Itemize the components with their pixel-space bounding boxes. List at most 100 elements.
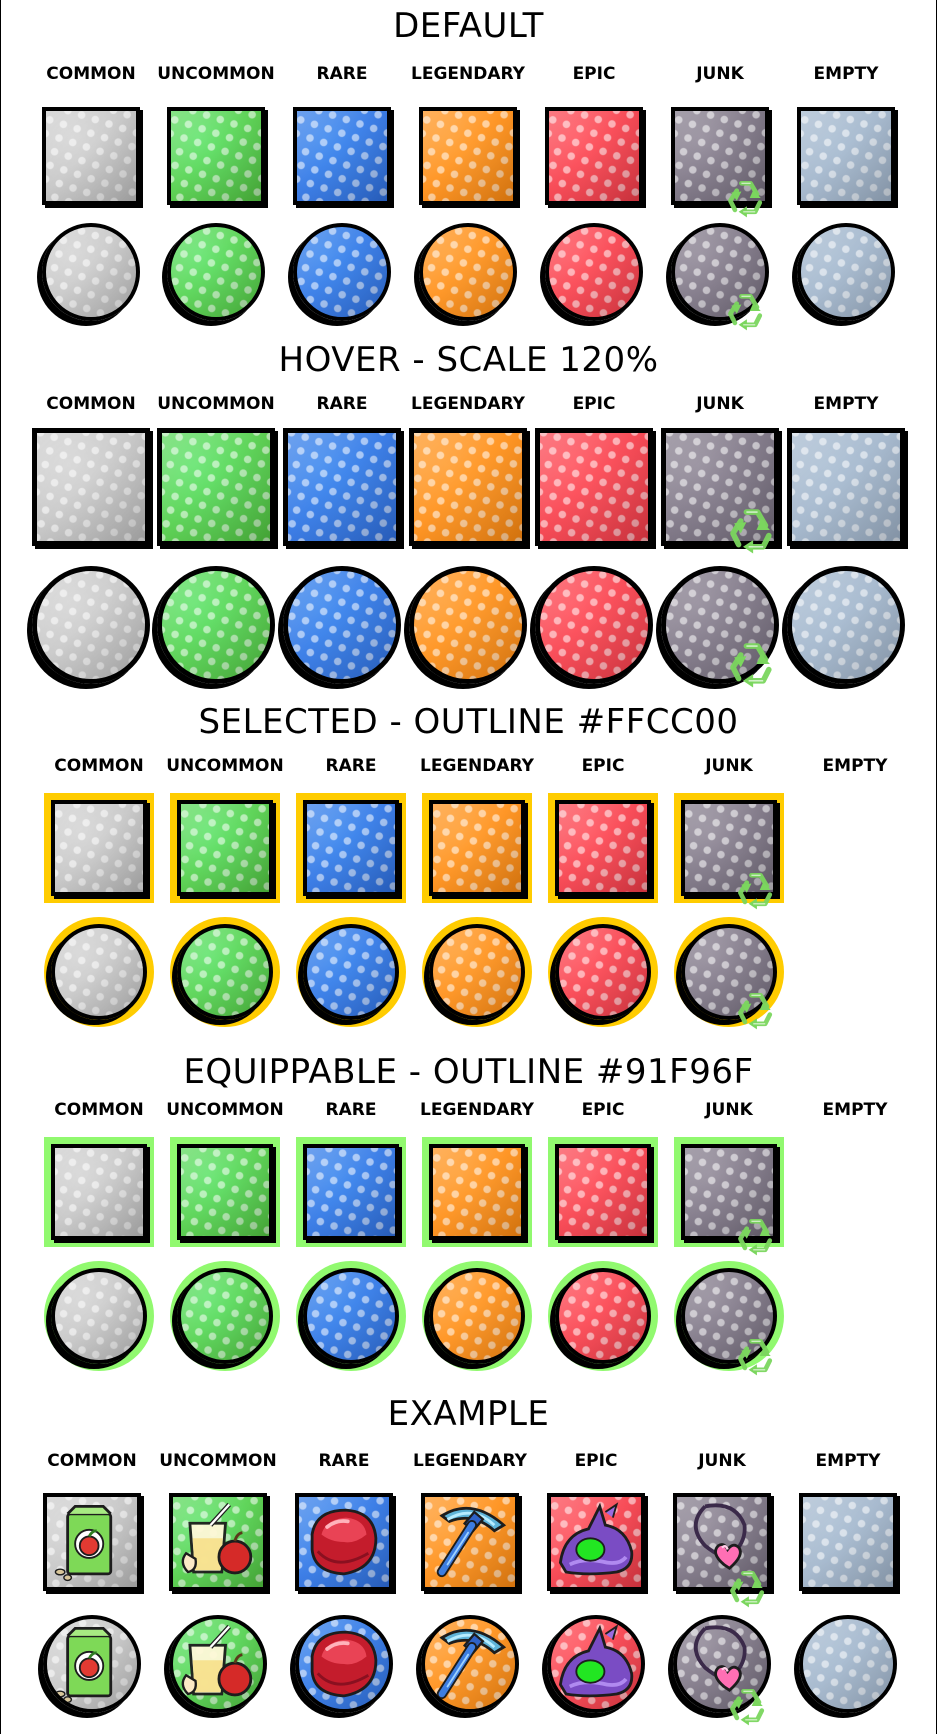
epic-square-slot[interactable]: [535, 428, 653, 546]
legendary-round-slot[interactable]: [429, 1268, 525, 1364]
section-title-equippable: EQUIPPABLE - OUTLINE #91F96F: [183, 1052, 754, 1092]
tile-shading: [55, 804, 143, 892]
tile-shading: [559, 804, 647, 892]
legendary-square-slot[interactable]: [409, 428, 527, 546]
apple-juice-icon: [181, 1624, 253, 1697]
legendary-round-slot[interactable]: [409, 566, 527, 684]
tile-shading: [423, 227, 513, 317]
label-uncommon: UNCOMMON: [166, 756, 284, 776]
epic-round-slot[interactable]: [545, 223, 643, 321]
empty-square-slot[interactable]: [799, 1493, 897, 1591]
uncommon-round-slot[interactable]: [167, 223, 265, 321]
rare-square-slot[interactable]: [295, 1493, 393, 1591]
tile-shading: [55, 928, 143, 1016]
uncommon-square-slot[interactable]: [157, 428, 275, 546]
label-junk: JUNK: [705, 756, 753, 776]
recycle-icon: [730, 1688, 765, 1726]
common-round-slot[interactable]: [42, 223, 140, 321]
uncommon-square-slot[interactable]: [167, 107, 265, 205]
tile-shading: [559, 1272, 647, 1360]
uncommon-round-slot[interactable]: [177, 1268, 273, 1364]
empty-square-slot[interactable]: [787, 428, 905, 546]
legendary-round-slot[interactable]: [421, 1615, 519, 1713]
junk-round-slot[interactable]: [671, 223, 769, 321]
empty-round-slot[interactable]: [799, 1615, 897, 1713]
epic-round-slot[interactable]: [535, 566, 653, 684]
common-square-slot[interactable]: [51, 1144, 147, 1240]
tile-shading: [171, 111, 261, 201]
label-rare: RARE: [316, 64, 368, 84]
label-legendary: LEGENDARY: [411, 394, 525, 414]
label-legendary: LEGENDARY: [420, 1100, 534, 1120]
rare-square-slot[interactable]: [283, 428, 401, 546]
junk-round-slot[interactable]: [661, 566, 779, 684]
rare-square-slot[interactable]: [293, 107, 391, 205]
uncommon-round-slot[interactable]: [177, 924, 273, 1020]
section-title-selected: SELECTED - OUTLINE #FFCC00: [198, 702, 739, 742]
common-square-slot[interactable]: [43, 1493, 141, 1591]
junk-round-slot[interactable]: [681, 1268, 777, 1364]
recycle-icon: [730, 643, 772, 688]
epic-square-slot[interactable]: [555, 1144, 651, 1240]
label-legendary: LEGENDARY: [413, 1451, 527, 1471]
label-epic: EPIC: [581, 756, 625, 776]
epic-square-slot[interactable]: [555, 800, 651, 896]
seed-packet-icon: [54, 1504, 113, 1582]
rare-round-slot[interactable]: [293, 223, 391, 321]
junk-round-slot[interactable]: [673, 1615, 771, 1713]
junk-square-slot[interactable]: [671, 107, 769, 205]
section-title-example: EXAMPLE: [387, 1394, 550, 1434]
common-square-slot[interactable]: [42, 107, 140, 205]
junk-square-slot[interactable]: [681, 800, 777, 896]
tile-shading: [803, 1619, 893, 1709]
rare-round-slot[interactable]: [295, 1615, 393, 1713]
uncommon-round-slot[interactable]: [157, 566, 275, 684]
legendary-square-slot[interactable]: [421, 1493, 519, 1591]
rare-round-slot[interactable]: [283, 566, 401, 684]
tile-shading: [540, 433, 648, 541]
junk-square-slot[interactable]: [661, 428, 779, 546]
legendary-square-slot[interactable]: [429, 800, 525, 896]
tile-shading: [181, 1148, 269, 1236]
red-gem-icon: [310, 1508, 378, 1576]
label-junk: JUNK: [696, 64, 744, 84]
uncommon-square-slot[interactable]: [169, 1493, 267, 1591]
tile-shading: [307, 1272, 395, 1360]
rare-square-slot[interactable]: [303, 1144, 399, 1240]
common-round-slot[interactable]: [32, 566, 150, 684]
common-square-slot[interactable]: [32, 428, 150, 546]
legendary-round-slot[interactable]: [429, 924, 525, 1020]
rare-round-slot[interactable]: [303, 924, 399, 1020]
epic-square-slot[interactable]: [547, 1493, 645, 1591]
tile-shading: [792, 433, 900, 541]
uncommon-square-slot[interactable]: [177, 1144, 273, 1240]
label-common: COMMON: [54, 1100, 144, 1120]
legendary-square-slot[interactable]: [429, 1144, 525, 1240]
common-round-slot[interactable]: [51, 924, 147, 1020]
junk-round-slot[interactable]: [681, 924, 777, 1020]
label-epic: EPIC: [572, 64, 616, 84]
rare-round-slot[interactable]: [303, 1268, 399, 1364]
empty-square-slot[interactable]: [797, 107, 895, 205]
common-square-slot[interactable]: [51, 800, 147, 896]
common-round-slot[interactable]: [43, 1615, 141, 1713]
uncommon-square-slot[interactable]: [177, 800, 273, 896]
epic-round-slot[interactable]: [547, 1615, 645, 1713]
epic-round-slot[interactable]: [555, 1268, 651, 1364]
empty-round-slot[interactable]: [797, 223, 895, 321]
recycle-icon: [738, 1218, 773, 1256]
label-row-equippable: COMMON UNCOMMON RARE LEGENDARY EPIC JUNK EMPTY: [0, 1100, 937, 1120]
epic-square-slot[interactable]: [545, 107, 643, 205]
epic-round-slot[interactable]: [555, 924, 651, 1020]
label-common: COMMON: [47, 1451, 137, 1471]
empty-round-slot[interactable]: [787, 566, 905, 684]
legendary-square-slot[interactable]: [419, 107, 517, 205]
rare-square-slot[interactable]: [303, 800, 399, 896]
recycle-icon: [730, 1570, 765, 1608]
apple-juice-icon: [181, 1502, 253, 1575]
common-round-slot[interactable]: [51, 1268, 147, 1364]
uncommon-round-slot[interactable]: [169, 1615, 267, 1713]
recycle-icon: [730, 509, 772, 554]
legendary-round-slot[interactable]: [419, 223, 517, 321]
tile-shading: [540, 571, 648, 679]
